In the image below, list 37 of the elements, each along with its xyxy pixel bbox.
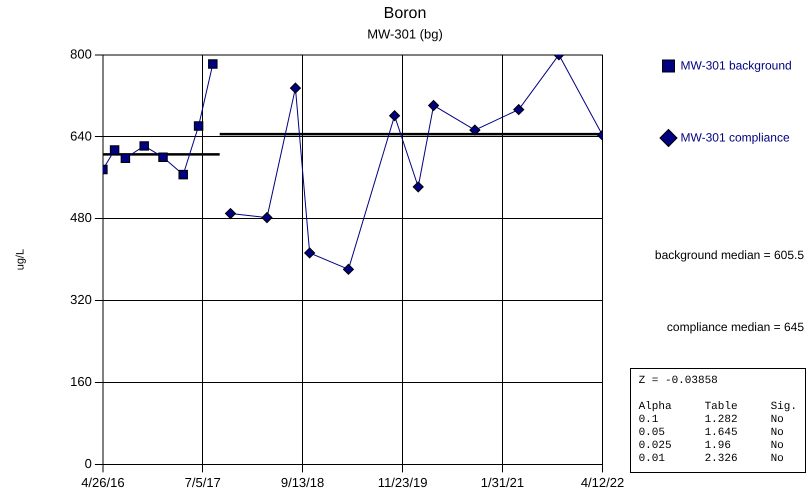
- point: [304, 247, 316, 258]
- point: [261, 212, 272, 224]
- legend-label: MW-301 compliance: [680, 130, 790, 144]
- x-tick-label: 4/26/16: [81, 474, 125, 490]
- point: [208, 59, 218, 69]
- point: [139, 141, 149, 151]
- y-tick-label: 480: [70, 210, 92, 226]
- point: [158, 152, 168, 162]
- y-tick-label: 160: [70, 374, 92, 390]
- point: [412, 181, 424, 192]
- y-tick-label: 800: [70, 46, 92, 62]
- point: [389, 110, 400, 122]
- x-tick-label: 1/31/21: [480, 474, 524, 490]
- point: [120, 153, 130, 163]
- y-tick-label: 640: [70, 128, 92, 144]
- x-tick-label: 7/5/17: [184, 474, 221, 490]
- point: [194, 121, 204, 131]
- y-tick-label: 320: [70, 292, 92, 308]
- point: [469, 124, 480, 136]
- point: [428, 100, 440, 111]
- x-tick-label: 11/23/19: [378, 474, 428, 490]
- point: [342, 264, 354, 275]
- point: [178, 170, 188, 180]
- y-axis-title: ug/L: [14, 248, 27, 270]
- point: [513, 104, 524, 116]
- legend-label: MW-301 background: [680, 58, 792, 72]
- point: [110, 145, 120, 155]
- point: [224, 208, 236, 220]
- x-tick-label: 4/12/22: [580, 474, 624, 490]
- statistics-table: Z = -0.03858 Alpha Table Sig. 0.1 1.282 No 0.05 1.645 No 0.025 1.96 No 0.01 2.326 No: [630, 368, 806, 473]
- chart-subtitle: MW-301 (bg): [367, 26, 443, 42]
- y-tick-label: 0: [84, 456, 92, 471]
- text: compliance median = 645: [666, 320, 804, 334]
- chart-title: Boron: [384, 5, 426, 22]
- point: [290, 82, 301, 94]
- x-tick-label: 9/13/18: [280, 474, 324, 490]
- text: background median = 605.5: [654, 248, 804, 262]
